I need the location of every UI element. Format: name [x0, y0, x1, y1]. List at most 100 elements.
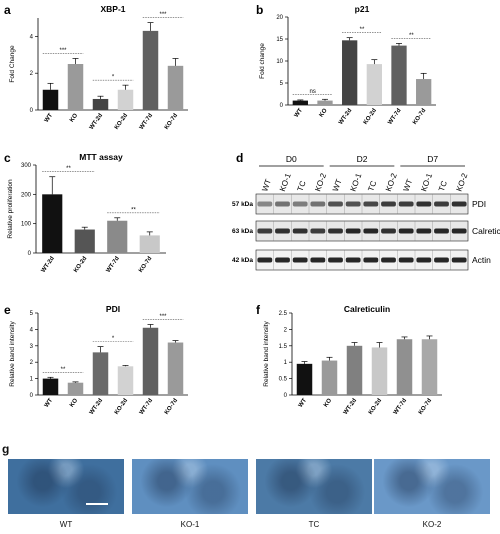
- blot-kda-label: 42 kDa: [232, 257, 253, 264]
- blot-band: [381, 228, 396, 234]
- bar-wt-7d: [142, 327, 159, 395]
- blot-protein-label: Calreticulin: [472, 226, 500, 236]
- y-tick-label: 0.5: [279, 377, 288, 383]
- micrograph-ko-1: [132, 459, 248, 514]
- significance-label: **: [360, 27, 365, 33]
- blot-band: [292, 201, 308, 207]
- x-tick-label: KO: [69, 397, 79, 408]
- blot-band: [381, 201, 396, 207]
- blot-group-label: D0: [286, 154, 297, 164]
- x-tick-label: KO-7d: [164, 112, 179, 130]
- blot-lane-label: KO-1: [278, 172, 293, 193]
- x-tick-label: WT-2d: [343, 397, 358, 415]
- x-tick-label: KO: [319, 107, 329, 118]
- blot-band: [416, 257, 432, 263]
- bar-wt-2d: [42, 194, 63, 253]
- bar-wt-2d: [342, 40, 358, 105]
- blot-band: [363, 201, 379, 207]
- y-axis-label: Relative band intensity: [263, 321, 270, 387]
- blot-lane-label: TC: [296, 179, 308, 192]
- y-tick-label: 2: [284, 327, 288, 333]
- blot-band: [363, 257, 379, 263]
- bar-ko-2d: [366, 64, 382, 105]
- x-tick-label: KO-2d: [114, 112, 129, 130]
- y-axis-label: Fold change: [259, 43, 266, 79]
- blot-band: [398, 228, 414, 234]
- x-tick-label: KO-2d: [363, 107, 378, 125]
- bar-ko-2d: [117, 366, 134, 395]
- blot-band: [451, 257, 467, 263]
- chart-f-calreticulin: f Calreticulin Relative band intensity 0 0.5…: [256, 303, 442, 416]
- y-tick-label: 15: [276, 37, 283, 43]
- micrograph-caption: TC: [308, 520, 320, 529]
- y-tick-label: 2.5: [279, 311, 288, 317]
- blot-protein-label: PDI: [472, 199, 486, 209]
- bar-wt: [296, 363, 313, 395]
- y-axis-label: Relative band intensity: [9, 321, 16, 387]
- y-tick-label: 5: [280, 81, 284, 87]
- panel-letter-d: d: [236, 151, 243, 165]
- significance-label: **: [61, 367, 66, 373]
- bar-wt-7d: [142, 30, 159, 111]
- x-tick-label: KO-7d: [164, 397, 179, 415]
- bar-wt-7d: [391, 45, 407, 105]
- y-tick-label: 200: [21, 192, 32, 198]
- significance-label: ns: [309, 89, 315, 95]
- blot-band: [292, 228, 308, 234]
- chart-title: XBP-1: [100, 4, 125, 14]
- blot-band: [434, 201, 449, 207]
- blot-band: [328, 201, 343, 207]
- y-tick-label: 1.5: [279, 344, 288, 350]
- blot-band: [310, 228, 326, 234]
- y-axis-label: Relative proliferation: [7, 179, 14, 239]
- x-tick-label: WT-7d: [393, 397, 408, 415]
- y-tick-label: 100: [21, 222, 32, 228]
- bar-wt-7d: [396, 339, 413, 395]
- bar-ko: [67, 382, 84, 395]
- x-tick-label: KO-7d: [418, 397, 433, 415]
- blot-lane-label: WT: [402, 178, 415, 193]
- bar-ko-7d: [139, 235, 160, 253]
- bar-wt-2d: [92, 352, 109, 395]
- panel-letter-c: c: [4, 151, 11, 165]
- chart-a-xbp1: a XBP-1 Fold Change 0 2 4 WT KO WT-2d KO-2d WT-7d K…: [4, 3, 188, 131]
- micrograph-caption: KO-1: [180, 520, 200, 529]
- blot-band: [434, 257, 449, 263]
- micrograph-caption: KO-2: [422, 520, 442, 529]
- x-tick-label: KO: [323, 397, 333, 408]
- y-tick-label: 0: [30, 393, 34, 399]
- blot-band: [275, 228, 290, 234]
- y-tick-label: 0: [30, 108, 34, 114]
- blot-protein-label: Actin: [472, 255, 491, 265]
- x-tick-label: KO-7d: [138, 255, 153, 273]
- x-tick-label: WT: [44, 397, 54, 408]
- micrograph-tc: [256, 459, 372, 514]
- x-tick-label: WT: [44, 112, 54, 123]
- x-tick-label: WT: [298, 397, 308, 408]
- blot-lane-label: KO-2: [313, 172, 328, 193]
- blot-band: [398, 201, 414, 207]
- blot-band: [416, 228, 432, 234]
- x-tick-label: WT-2d: [89, 397, 104, 415]
- x-tick-label: WT-7d: [387, 107, 402, 125]
- blot-band: [292, 257, 308, 263]
- blot-lane-label: KO-1: [419, 172, 434, 193]
- blot-lane-label: TC: [366, 179, 378, 192]
- y-tick-label: 2: [30, 71, 34, 77]
- panel-letter-a: a: [4, 3, 11, 17]
- blot-lane-label: WT: [331, 178, 344, 193]
- panel-letter-f: f: [256, 303, 261, 317]
- blot-kda-label: 63 kDa: [232, 228, 253, 235]
- y-tick-label: 1: [284, 360, 288, 366]
- blot-band: [451, 228, 467, 234]
- bar-wt-2d: [346, 345, 363, 395]
- x-tick-label: WT: [294, 107, 304, 118]
- x-tick-label: KO: [69, 112, 79, 123]
- chart-b-p21: b p21 Fold change 0 5 10 15 20 WT KO WT-2d KO-2d WT-…: [256, 3, 436, 126]
- x-tick-label: WT-7d: [139, 397, 154, 415]
- micrograph-wt: [8, 459, 124, 514]
- y-tick-label: 300: [21, 163, 32, 169]
- blot-band: [328, 228, 343, 234]
- blot-band: [275, 201, 290, 207]
- bar-ko-7d: [167, 65, 184, 110]
